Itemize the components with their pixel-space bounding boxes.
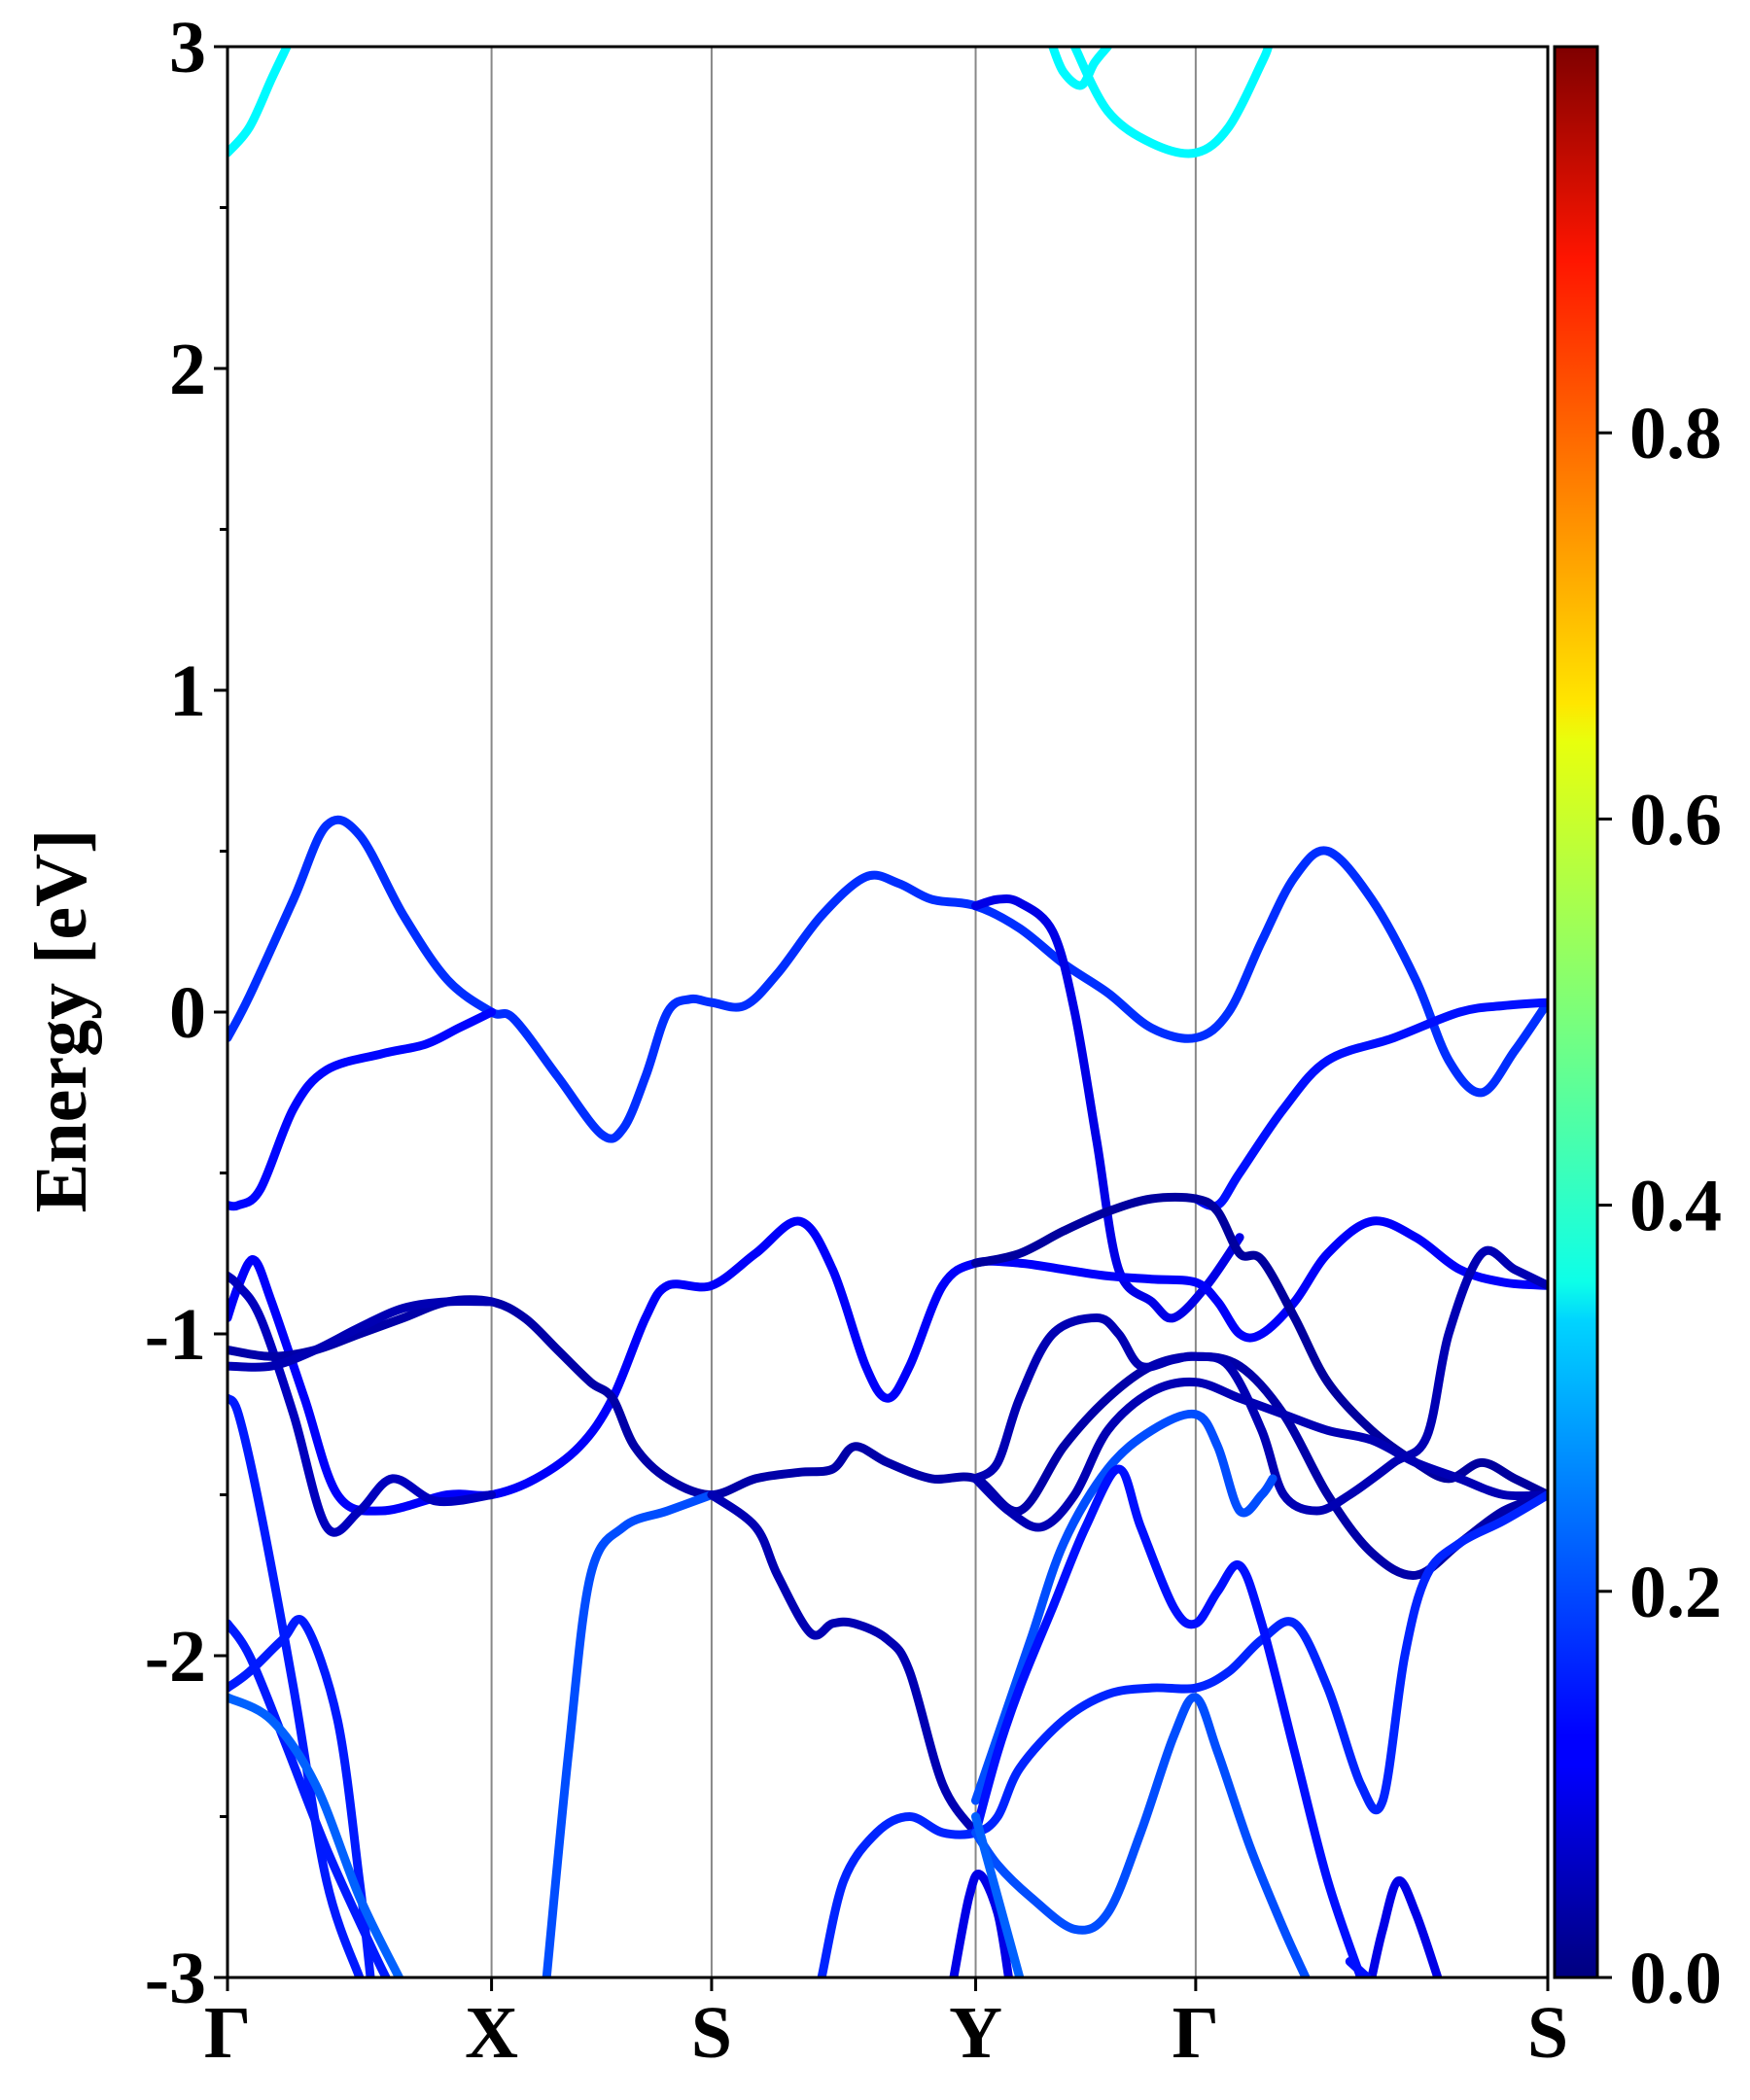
band-line (971, 1464, 1366, 1978)
band-line (1367, 1876, 1443, 1978)
kpoint-gridlines (490, 47, 1197, 1978)
band-line (228, 1271, 497, 1537)
y-tick-label: 0 (169, 972, 206, 1054)
x-tick-label: S (691, 1992, 732, 2074)
band-line (707, 1490, 980, 1838)
band-line (1048, 47, 1112, 90)
y-tick-label: -1 (145, 1294, 206, 1376)
band-line (228, 1007, 497, 1211)
y-tick-label: -2 (145, 1616, 206, 1698)
band-line (971, 1409, 1278, 1805)
band-line (949, 1870, 1013, 1978)
band-line (971, 893, 1244, 1323)
band-line (228, 1216, 1548, 1516)
band-line (228, 1296, 497, 1372)
x-tick-label: S (1527, 1992, 1568, 2074)
x-tick-label: X (465, 1992, 518, 2074)
colorbar-tick-label: 0.2 (1629, 1552, 1722, 1633)
y-axis: -3 -2 -1 0 1 2 3 (145, 7, 228, 2019)
y-tick-label: 3 (169, 7, 206, 88)
band-line (817, 1490, 1548, 1978)
band-line (971, 1377, 1548, 1532)
colorbar-tick-label: 0.4 (1629, 1166, 1722, 1247)
y-tick-label: 1 (169, 650, 206, 732)
band-line (1069, 47, 1274, 158)
colorbar-tick-label: 0.0 (1629, 1938, 1722, 2019)
plot-frame (226, 45, 1550, 1979)
band-line (971, 1812, 1025, 1978)
x-tick-label: Γ (204, 1992, 251, 2074)
colorbar-tick-label: 0.8 (1629, 393, 1722, 474)
band-line (971, 1245, 1548, 1516)
band-line (971, 1693, 1311, 1978)
x-tick-label: Y (949, 1992, 1002, 2074)
band-line (1345, 1957, 1372, 1978)
colorbar-gradient (1553, 45, 1599, 1979)
band-lines (228, 47, 1548, 1978)
band-line (228, 1619, 391, 1978)
band-line (1191, 998, 1548, 1211)
band-line (542, 1490, 717, 1978)
band-line (228, 47, 292, 158)
colorbar-tick-label: 0.6 (1629, 779, 1722, 860)
y-tick-label: -3 (145, 1938, 206, 2019)
colorbar-axis: 0.0 0.2 0.4 0.6 0.8 (1597, 393, 1722, 2019)
band-line (228, 1393, 365, 1978)
band-line (228, 1615, 375, 1978)
band-line (228, 1693, 403, 1978)
y-axis-title: Energy [eV] (20, 829, 102, 1213)
x-tick-label: Γ (1172, 1992, 1219, 2074)
band-line (228, 815, 1548, 1143)
y-tick-label: 2 (169, 329, 206, 410)
